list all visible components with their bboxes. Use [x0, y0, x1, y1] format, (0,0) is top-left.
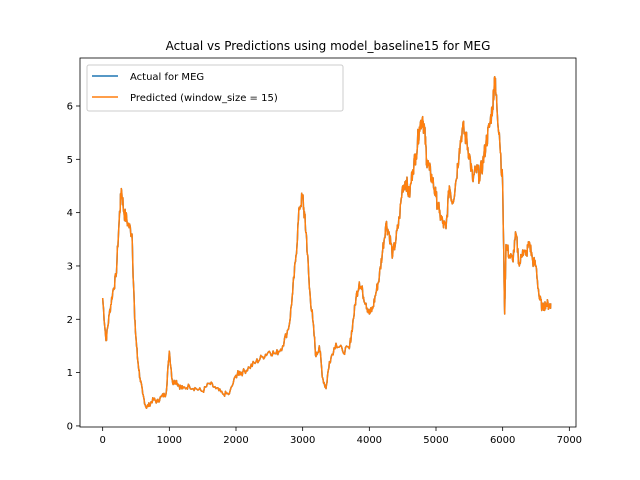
x-tick-label: 6000 — [490, 435, 515, 446]
series-line-predicted — [101, 75, 552, 409]
x-tick-label: 4000 — [357, 435, 382, 446]
y-tick-label: 0 — [67, 421, 73, 432]
x-tick-label: 1000 — [157, 435, 182, 446]
legend-label-predicted: Predicted (window_size = 15) — [130, 93, 278, 104]
x-tick-label: 7000 — [557, 435, 582, 446]
legend-label-actual: Actual for MEG — [130, 72, 204, 83]
axes-layer: 0 1000 2000 3000 4000 5000 6000 7000 0 1 2 3 4 5 6 — [67, 101, 582, 446]
y-tick-label: 5 — [67, 155, 73, 166]
x-tick-label: 3000 — [290, 435, 315, 446]
y-tick-label: 2 — [67, 315, 73, 326]
chart-title: Actual vs Predictions using model_baseli… — [166, 39, 491, 53]
y-tick-label: 4 — [67, 208, 73, 219]
y-tick-label: 6 — [67, 101, 73, 112]
x-tick-label: 0 — [99, 435, 105, 446]
legend: Actual for MEG Predicted (window_size = … — [86, 64, 344, 112]
x-tick-label: 5000 — [423, 435, 448, 446]
plot-area — [80, 58, 576, 427]
y-tick-label: 3 — [67, 261, 73, 272]
series-layer — [101, 75, 552, 409]
y-tick-label: 1 — [67, 368, 73, 379]
legend-box — [86, 64, 344, 112]
plot-frame — [79, 57, 577, 428]
x-tick-label: 2000 — [223, 435, 248, 446]
